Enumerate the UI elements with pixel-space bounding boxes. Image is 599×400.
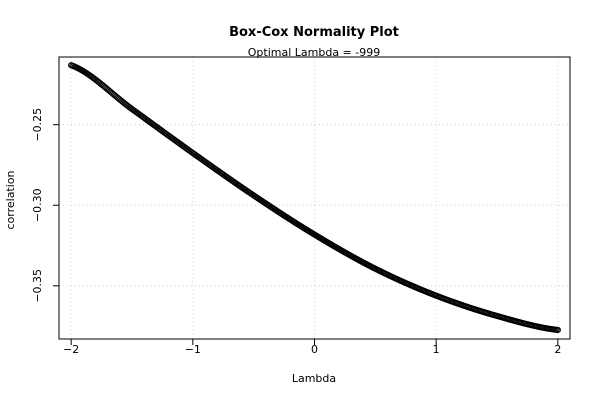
x-axis: −2 −1 0 1 2 xyxy=(63,338,561,356)
y-tick-label: −0.35 xyxy=(31,269,44,303)
chart-title: Box-Cox Normality Plot xyxy=(229,25,399,40)
y-axis: −0.25 −0.30 −0.35 xyxy=(31,108,60,303)
y-tick-label: −0.30 xyxy=(31,188,44,222)
y-axis-label: correlation xyxy=(4,170,17,229)
x-tick-label: 0 xyxy=(311,343,318,356)
grid-lines xyxy=(59,57,570,339)
data-point xyxy=(554,326,561,334)
x-tick-label: −1 xyxy=(185,343,201,356)
x-tick-label: −2 xyxy=(63,343,79,356)
data-points xyxy=(68,62,561,334)
plot-area-frame xyxy=(58,56,571,340)
x-tick-label: 1 xyxy=(433,343,440,356)
x-axis-label: Lambda xyxy=(292,372,336,385)
y-tick-label: −0.25 xyxy=(31,108,44,142)
chart-subtitle: Optimal Lambda = -999 xyxy=(248,46,380,59)
x-tick-label: 2 xyxy=(554,343,561,356)
